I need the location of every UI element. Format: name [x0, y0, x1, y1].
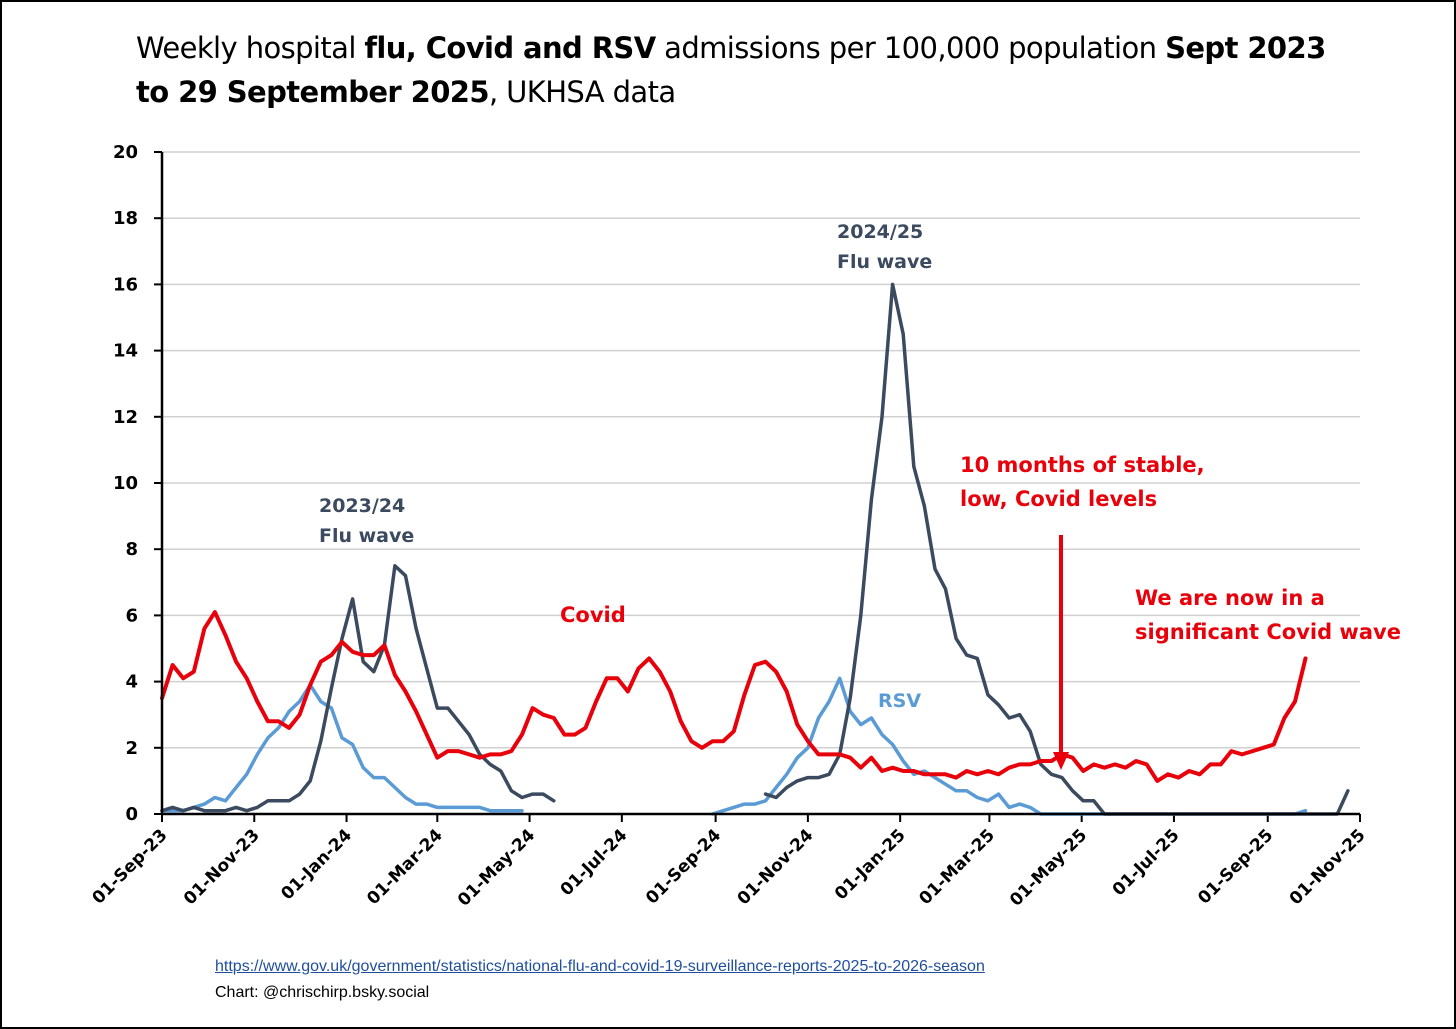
y-tick-label: 4 [125, 672, 138, 693]
y-tick-label: 12 [113, 407, 138, 428]
annotation-flu-2023-year: 2023/24 [319, 495, 405, 517]
x-tick-label: 01-May-25 [1006, 825, 1091, 910]
annotation-arrow [1053, 535, 1069, 770]
annotation-covid-label: Covid [560, 603, 626, 627]
x-tick-label: 01-Jan-24 [277, 825, 356, 904]
x-tick-label: 01-Jan-25 [831, 825, 910, 904]
y-tick-label: 20 [113, 142, 138, 163]
x-tick-label: 01-Sep-23 [89, 825, 172, 908]
x-tick-label: 01-May-24 [454, 825, 539, 910]
x-tick-label: 01-Nov-23 [180, 825, 264, 909]
chart-title: Weekly hospital flu, Covid and RSV admis… [136, 26, 1336, 114]
annotation-rsv-label: RSV [878, 690, 921, 712]
chart-credit: Chart: @chrischirp.bsky.social [215, 984, 430, 1001]
gridlines [162, 151, 1360, 749]
title-part: admissions per 100,000 population [655, 31, 1166, 65]
title-part: flu, Covid and RSV [364, 31, 656, 65]
series-line-covid [160, 610, 1308, 783]
y-tick-label: 16 [113, 274, 138, 295]
annotation-wave-line2: significant Covid wave [1135, 620, 1401, 644]
y-tick-label: 8 [125, 539, 138, 560]
series-line-rsv [160, 683, 524, 813]
series-line-rsv [710, 676, 1308, 816]
source-link[interactable]: https://www.gov.uk/government/statistics… [215, 958, 985, 975]
y-axis-ticks: 0 2 4 6 8 10 12 14 16 18 20 [113, 142, 162, 825]
x-tick-label: 01-Jul-25 [1109, 825, 1184, 900]
y-tick-label: 2 [125, 738, 138, 759]
x-axis-ticks: 01-Sep-23 01-Nov-23 01-Jan-24 01-Mar-24 01-M… [89, 814, 1370, 911]
y-tick-label: 10 [113, 473, 138, 494]
x-tick-label: 01-Mar-25 [915, 825, 999, 909]
x-tick-label: 01-Sep-25 [1194, 825, 1277, 908]
annotation-flu-2024-label: Flu wave [837, 251, 932, 273]
y-tick-label: 14 [113, 341, 138, 362]
x-tick-label: 01-Mar-24 [363, 825, 447, 909]
arrow-head-icon [1053, 752, 1069, 770]
annotation-flu-2024-year: 2024/25 [837, 221, 923, 243]
x-tick-label: 01-Nov-24 [734, 825, 818, 909]
title-part: Weekly hospital [136, 31, 365, 65]
annotation-wave-line1: We are now in a [1135, 586, 1325, 610]
series-line-flu [160, 564, 556, 813]
y-tick-label: 6 [125, 605, 138, 626]
annotation-stable-line1: 10 months of stable, [960, 453, 1205, 477]
annotation-stable-line2: low, Covid levels [960, 487, 1157, 511]
y-tick-label: 18 [113, 208, 138, 229]
title-part: Sept 2023 to 29 September 2025 [136, 31, 1326, 109]
annotation-flu-2023-label: Flu wave [319, 525, 414, 547]
x-tick-label: 01-Sep-24 [642, 825, 725, 908]
x-tick-label: 01-Jul-24 [557, 825, 632, 900]
title-part: , UKHSA data [488, 75, 676, 109]
y-tick-label: 0 [125, 804, 138, 825]
x-tick-label: 01-Nov-25 [1286, 825, 1370, 909]
